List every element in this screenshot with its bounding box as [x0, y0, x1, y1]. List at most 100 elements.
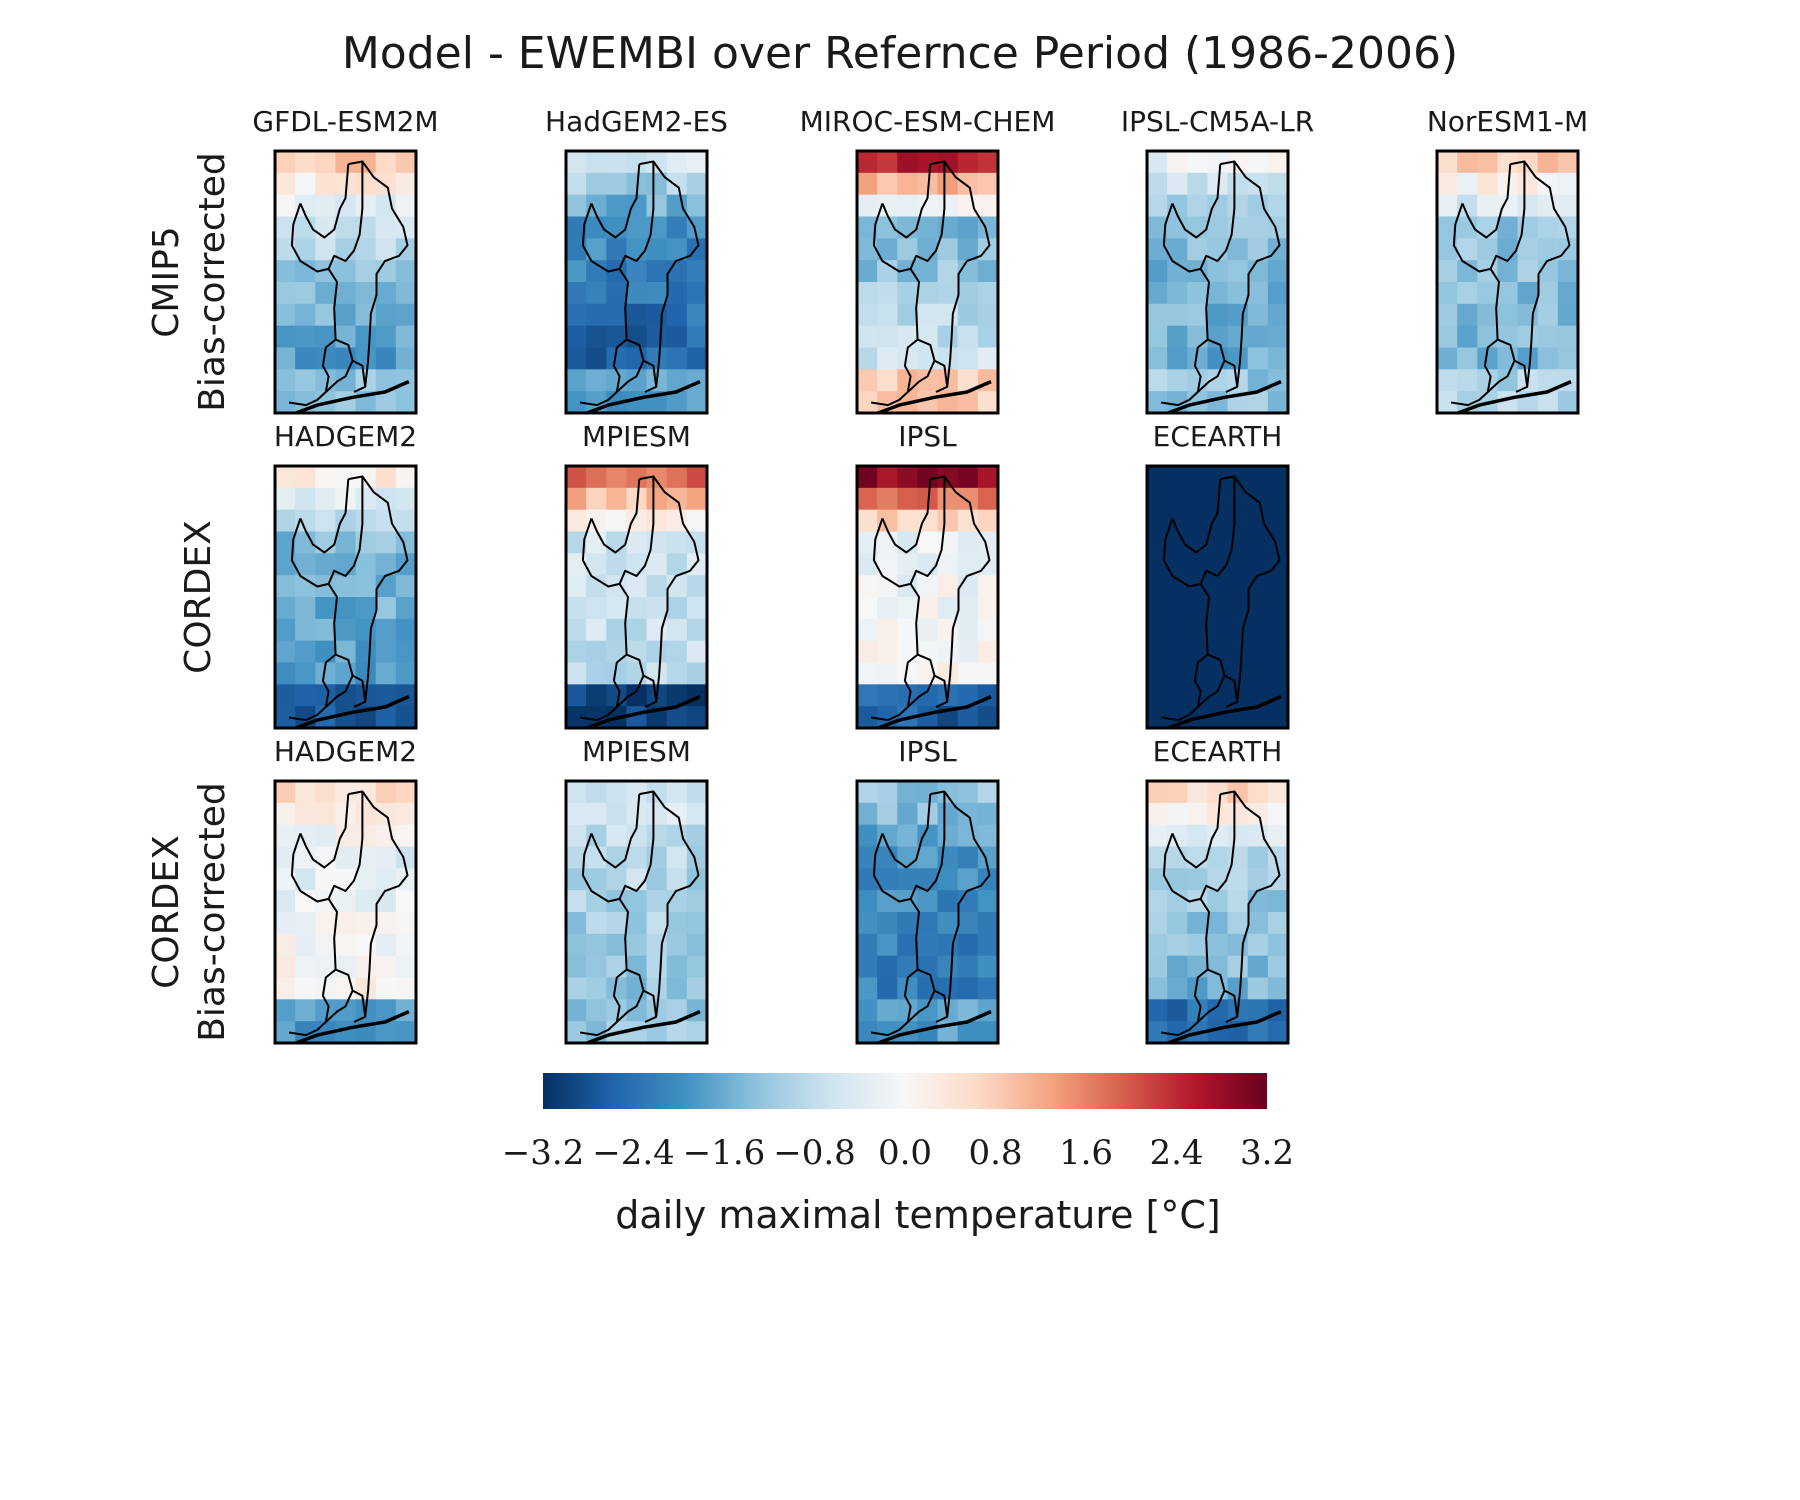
- country-outlines: [870, 160, 992, 413]
- heatmap-cell: [917, 531, 939, 554]
- heatmap-cell: [666, 172, 688, 196]
- heatmap-cell: [1167, 977, 1188, 1000]
- coastline: [582, 1009, 701, 1043]
- border-line: [1162, 203, 1210, 340]
- heatmap-cell: [686, 824, 707, 848]
- heatmap-cell: [1267, 487, 1288, 511]
- heatmap-cell: [1457, 347, 1478, 370]
- border-line: [348, 790, 409, 1023]
- panel-title: HADGEM2: [274, 420, 417, 453]
- heatmap-cell: [586, 216, 607, 239]
- heatmap-cell: [1497, 369, 1519, 392]
- heatmap-cell: [1247, 781, 1269, 804]
- colorbar-tick-labels: −3.2 −2.4 −1.6 −0.8 0.0 0.8 1.6 2.4 3.2: [502, 1133, 1294, 1173]
- heatmap-cell: [1147, 640, 1168, 664]
- heatmap-cell: [1167, 662, 1188, 685]
- border-line: [579, 968, 628, 1037]
- heatmap-cell: [1147, 977, 1168, 1000]
- heatmap-cell: [1227, 868, 1249, 891]
- heatmap-cell: [1247, 662, 1269, 685]
- heatmap-cell: [977, 369, 998, 392]
- heatmap-cell: [275, 151, 296, 174]
- heatmap-cell: [877, 260, 898, 283]
- heatmap-cell: [957, 999, 979, 1022]
- heatmap-cell: [1227, 640, 1249, 664]
- heatmap-cell: [295, 662, 316, 685]
- heatmap-cell: [937, 260, 959, 283]
- heatmap-cell: [1247, 391, 1269, 413]
- heatmap-cell: [957, 640, 979, 664]
- border-line: [327, 476, 364, 585]
- heatmap-cell: [897, 977, 919, 1000]
- heatmap-cell: [275, 369, 296, 392]
- heatmap-cell: [1267, 303, 1288, 327]
- border-line: [290, 203, 338, 340]
- heatmap-cell: [626, 684, 648, 707]
- map-panel: HADGEM2: [273, 735, 418, 1045]
- heatmap-cell: [566, 466, 587, 489]
- heatmap-cell: [957, 781, 979, 804]
- heatmap-cell: [1247, 933, 1269, 957]
- panel-frame: [564, 149, 709, 415]
- heatmap-cell: [395, 802, 416, 826]
- heatmap-cell: [957, 553, 979, 576]
- row-label-line: CMIP5: [146, 226, 187, 337]
- heatmap-cell: [1477, 172, 1499, 196]
- heatmap-cell: [1477, 347, 1499, 370]
- heatmap-cell: [295, 303, 316, 327]
- heatmap-cell: [957, 662, 979, 685]
- heatmap-cell: [1267, 662, 1288, 685]
- heatmap-cell: [917, 391, 939, 413]
- heatmap-cell: [977, 575, 998, 598]
- heatmap-cell: [1247, 846, 1269, 869]
- heatmap-cell: [857, 194, 878, 218]
- heatmap-cell: [1147, 172, 1168, 196]
- heatmap-cell: [957, 487, 979, 511]
- heatmap-cell: [626, 662, 648, 685]
- heatmap-cell: [686, 912, 707, 935]
- heatmap-cell: [646, 194, 668, 218]
- heatmap-cell: [626, 977, 648, 1000]
- panel-title: HADGEM2: [274, 735, 417, 768]
- heatmap-cell: [1247, 912, 1269, 935]
- heatmap-cell: [857, 282, 878, 305]
- heatmap-cell: [275, 977, 296, 1000]
- heatmap-cell: [857, 487, 878, 511]
- heatmap-cell: [977, 194, 998, 218]
- border-line: [616, 338, 645, 393]
- heatmap-cell: [666, 391, 688, 413]
- heatmap-cell: [335, 890, 357, 913]
- heatmap-cell: [1557, 172, 1578, 196]
- border-line: [1224, 989, 1239, 1017]
- heatmap-cell: [686, 151, 707, 174]
- heatmap-cell: [586, 282, 607, 305]
- heatmap-cell: [1437, 194, 1458, 218]
- heatmap-cell: [686, 194, 707, 218]
- heatmap-cell: [666, 216, 688, 239]
- heatmap-cell: [275, 303, 296, 327]
- heatmap-cell: [1227, 172, 1249, 196]
- heatmap-cell: [686, 347, 707, 370]
- heatmap-cell: [1207, 466, 1229, 489]
- heatmap-cell: [666, 933, 688, 957]
- heatmap-cell: [646, 597, 668, 620]
- heatmap-cell: [1147, 933, 1168, 957]
- heatmap-cell: [897, 466, 919, 489]
- heatmap-cell: [395, 618, 416, 642]
- heatmap-cell: [666, 824, 688, 848]
- heatmap-cell: [1517, 194, 1539, 218]
- heatmap-cell: [666, 509, 688, 533]
- heatmap-cell: [917, 466, 939, 489]
- heatmap-cell: [275, 684, 296, 707]
- heatmap-cell: [335, 260, 357, 283]
- heatmap-cell: [1557, 325, 1578, 349]
- heatmap-cell: [1207, 781, 1229, 804]
- heatmap-cell: [586, 977, 607, 1000]
- heatmap-cell: [375, 706, 397, 728]
- heatmap-cell: [1187, 955, 1209, 979]
- heatmap-cell: [1167, 553, 1188, 576]
- heatmap-cell: [295, 282, 316, 305]
- heatmap-cell: [315, 868, 337, 891]
- heatmap-cell: [1167, 802, 1188, 826]
